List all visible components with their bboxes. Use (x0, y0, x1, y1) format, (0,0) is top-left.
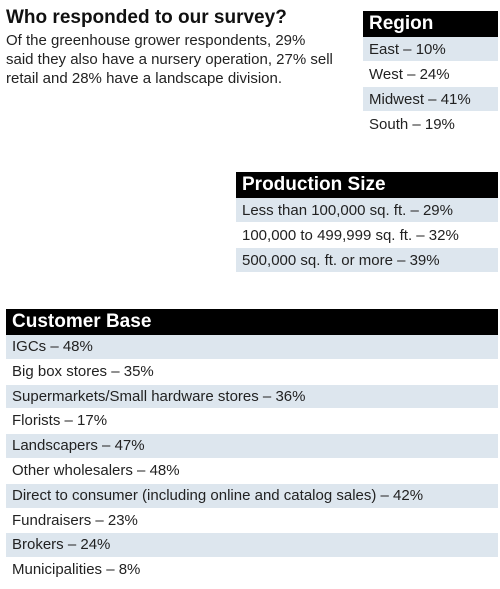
region-panel: Region East – 10% West – 24% Midwest – 4… (363, 11, 498, 137)
list-item: Midwest – 41% (363, 87, 498, 112)
list-item: Supermarkets/Small hardware stores – 36% (6, 384, 498, 410)
list-item: IGCs – 48% (6, 335, 498, 360)
list-item: West – 24% (363, 62, 498, 87)
list-item: Direct to consumer (including online and… (6, 483, 498, 509)
customer-base-panel: Customer Base IGCs – 48% Big box stores … (6, 309, 498, 583)
list-item: 500,000 sq. ft. or more – 39% (236, 248, 498, 273)
list-item: Big box stores – 35% (6, 359, 498, 385)
list-item: East – 10% (363, 37, 498, 62)
customer-base-header: Customer Base (6, 309, 498, 335)
list-item: Less than 100,000 sq. ft. – 29% (236, 198, 498, 223)
list-item: South – 19% (363, 112, 498, 137)
list-item: Florists – 17% (6, 409, 498, 435)
intro-section: Who responded to our survey? Of the gree… (6, 6, 336, 88)
region-header: Region (363, 11, 498, 37)
intro-text: Of the greenhouse grower respondents, 29… (6, 32, 333, 87)
list-item: Fundraisers – 23% (6, 508, 498, 534)
list-item: Municipalities – 8% (6, 558, 498, 583)
page-title: Who responded to our survey? (6, 7, 287, 28)
list-item: Landscapers – 47% (6, 434, 498, 459)
production-size-panel: Production Size Less than 100,000 sq. ft… (236, 172, 498, 273)
list-item: Other wholesalers – 48% (6, 458, 498, 484)
list-item: Brokers – 24% (6, 533, 498, 559)
list-item: 100,000 to 499,999 sq. ft. – 32% (236, 223, 498, 248)
production-size-header: Production Size (236, 172, 498, 198)
